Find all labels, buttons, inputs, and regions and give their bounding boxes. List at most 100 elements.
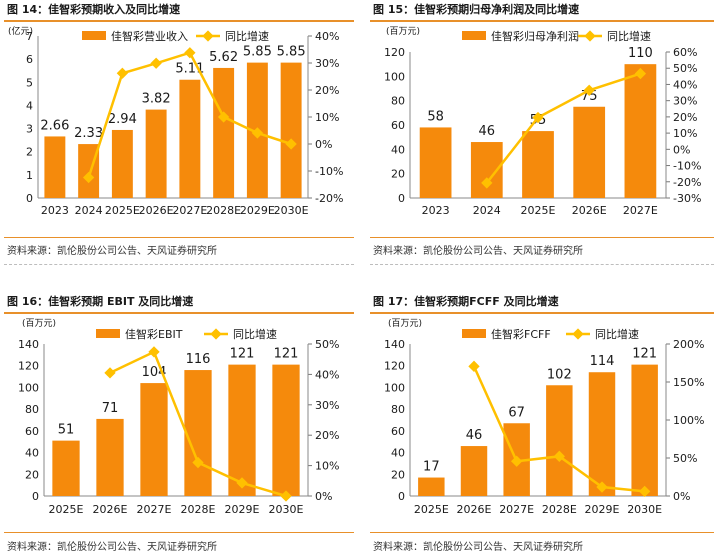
source-note: 资料来源：凯伦股份公司公告、天风证券研究所 [373,542,583,553]
y2-tick-label: 60% [673,46,697,59]
x-tick-label: 2023 [41,204,69,217]
data-label: 51 [58,423,75,438]
x-tick-label: 2025E [105,204,140,217]
legend-line-label: 同比增速 [233,327,277,341]
y-tick-label: 2 [26,146,33,159]
y-tick-label: 140 [18,338,39,351]
y2-tick-label: -20% [315,192,343,205]
chart-panel-net-profit: 图 15：佳智彩预期归母净利润及同比增速 (百万元) 0 20 40 60 80 100 12… [370,0,714,262]
data-label: 46 [466,428,483,443]
growth-marker [192,456,204,469]
growth-marker [184,47,196,59]
chart-plot: (百万元) 0 20 40 60 80 100 120 140 0% 50% 100% 150% 200%… [384,318,704,516]
chart-plot: (百万元) 0 20 40 60 80 100 120 140 0% 10% 20% 30% 40% 50%… [18,318,339,516]
data-label: 110 [628,46,653,61]
growth-marker [639,485,651,498]
growth-marker [104,367,116,379]
legend-line-marker [202,30,214,42]
x-tick-label: 2026E [572,204,607,217]
bar [213,67,235,199]
y-tick-label: 6 [26,53,33,66]
bar [573,106,606,198]
unit-label: (亿元) [8,25,33,37]
y2-tick-label: 150% [673,376,704,389]
y-tick-label: 120 [18,360,39,373]
growth-marker [481,177,493,189]
x-tick-label: 2030E [274,204,309,217]
data-label: 121 [230,347,255,362]
y2-tick-label: -10% [673,160,701,173]
y-tick-label: 40 [25,447,39,460]
bar [280,62,302,198]
y2-tick-label: 20% [315,429,339,442]
chart-title: 图 15：佳智彩预期归母净利润及同比增速 [373,3,580,16]
growth-line [485,72,641,184]
bar [44,136,66,198]
data-label: 2.33 [74,126,103,141]
bar [111,129,133,198]
y2-tick-label: 20% [315,84,339,97]
growth-marker [280,490,292,502]
y2-tick-label: 0% [673,143,690,156]
x-tick-label: 2026E [457,503,492,516]
y-tick-label: 100 [18,381,39,394]
y2-tick-label: 200% [673,338,704,351]
chart-plot: (百万元) 0 20 40 60 80 100 120 -30% -20% -10% 0% 10% 20%… [384,26,701,217]
legend-line-marker [584,30,596,42]
source-divider [4,532,354,533]
growth-marker [596,481,608,493]
y-tick-label: 120 [384,360,405,373]
y-tick-label: 20 [391,168,405,181]
x-tick-label: 2024 [473,204,501,217]
y-tick-label: 80 [25,403,39,416]
x-tick-label: 2027E [499,503,534,516]
y2-tick-label: 40% [315,368,339,381]
x-tick-label: 2028E [542,503,577,516]
unit-label: (百万元) [386,26,420,37]
bar [52,440,80,496]
unit-label: (百万元) [388,318,422,329]
y2-tick-label: 0% [673,490,690,503]
source-note: 资料来源：凯伦股份公司公告、天风证券研究所 [7,246,217,257]
y-tick-label: 40 [391,143,405,156]
bar [96,418,124,496]
y2-tick-label: 100% [673,414,704,427]
y-tick-label: 1 [26,169,33,182]
y-tick-label: 0 [26,192,33,205]
y-tick-label: 60 [25,425,39,438]
chart-title: 图 14：佳智彩预期收入及同比增速 [7,3,181,16]
x-tick-label: 2030E [627,503,662,516]
data-label: 58 [427,109,444,124]
y-tick-label: 80 [391,403,405,416]
y-tick-label: 20 [25,468,39,481]
chart-panel-fcff: 图 17：佳智彩预期FCFF 及同比增速 (百万元) 0 20 40 60 80 100 12… [370,292,714,558]
growth-marker [251,127,264,139]
chart-panel-revenue: 图 14：佳智彩预期收入及同比增速 (亿元) 0 1 2 3 4 5 6 7 -20% -10% 0%… [4,0,354,262]
growth-marker [236,477,248,489]
data-label: 121 [274,347,299,362]
y-tick-label: 60 [391,119,405,132]
legend-line-label: 同比增速 [607,29,651,43]
legend-bar-label: 佳智彩FCFF [491,327,551,341]
legend-bar-label: 佳智彩归母净利润 [491,29,579,43]
title-divider [4,312,354,314]
y2-tick-label: 0% [315,490,332,503]
legend-bar-swatch [82,31,106,40]
panel-separator [370,264,714,265]
x-tick-label: 2026E [93,503,128,516]
data-label: 5.85 [243,45,272,60]
y2-tick-label: 30% [315,399,339,412]
x-tick-label: 2025E [414,503,449,516]
source-divider [4,237,354,238]
y-tick-label: 0 [32,490,39,503]
y2-tick-label: 0% [315,138,332,151]
y2-tick-label: -20% [673,176,701,189]
source-divider [370,532,714,533]
source-divider [370,237,714,238]
data-label: 102 [547,367,572,382]
legend-bar-label: 佳智彩EBIT [125,327,183,341]
data-label: 5.85 [277,45,306,60]
y-tick-label: 100 [384,381,405,394]
legend-bar-swatch [462,31,486,40]
y2-tick-label: 50% [673,62,697,75]
